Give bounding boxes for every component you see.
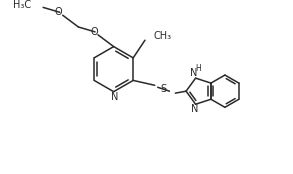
Text: N: N bbox=[190, 68, 197, 78]
Text: H₃C: H₃C bbox=[13, 0, 31, 10]
Text: S: S bbox=[161, 84, 167, 94]
Text: N: N bbox=[191, 104, 198, 114]
Text: H: H bbox=[196, 64, 201, 73]
Text: CH₃: CH₃ bbox=[154, 31, 172, 41]
Text: O: O bbox=[90, 27, 98, 37]
Text: N: N bbox=[111, 92, 118, 102]
Text: O: O bbox=[55, 7, 63, 17]
